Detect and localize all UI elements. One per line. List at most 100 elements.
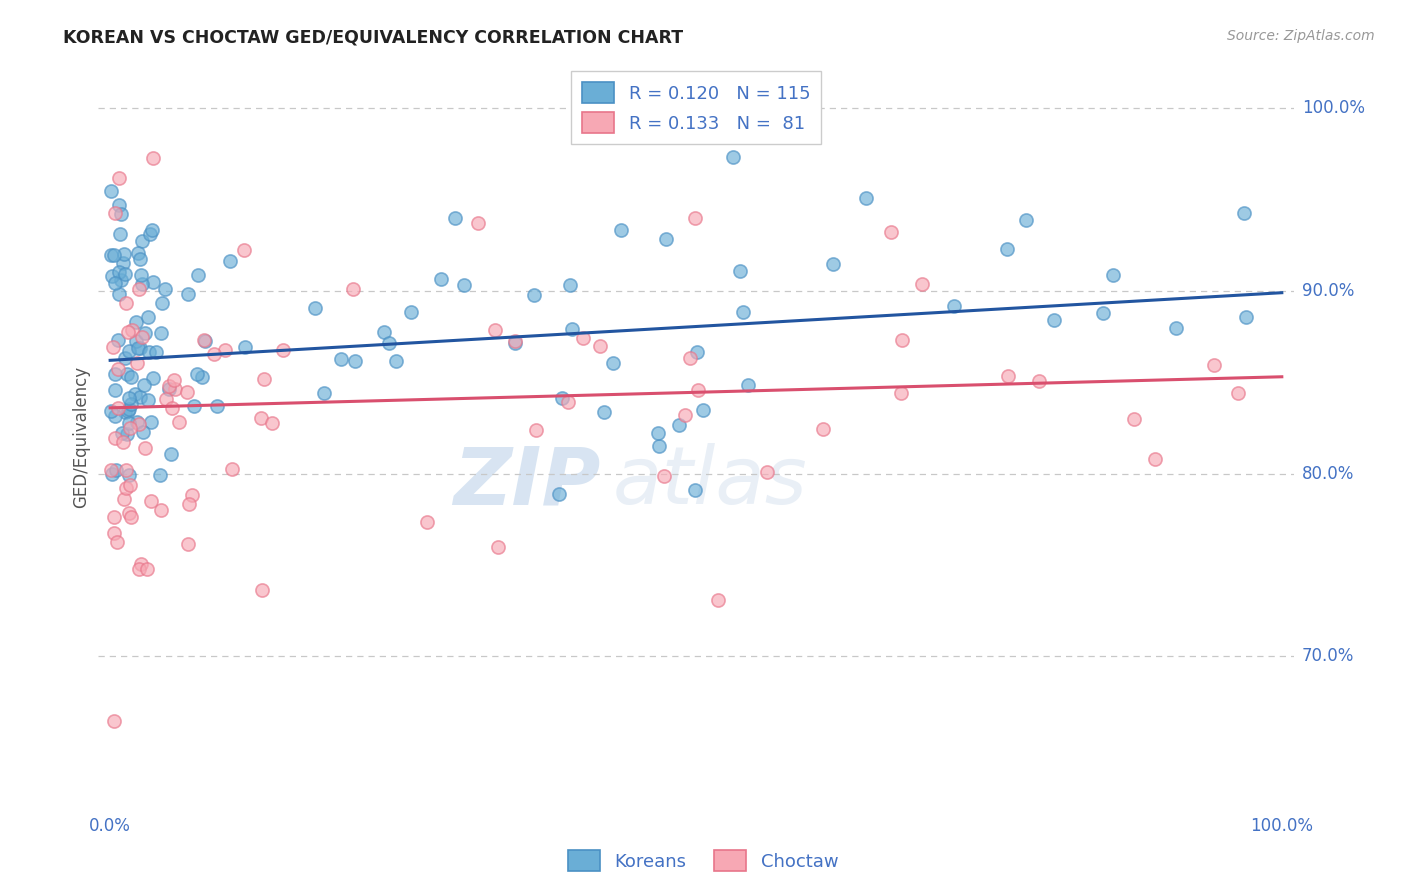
Point (125, 415, 148, 429)
Point (342, 281, 364, 295)
Point (107, 197, 129, 211)
Point (129, 342, 152, 356)
Point (103, 526, 125, 541)
Point (117, 404, 139, 418)
Point (1123, 412, 1146, 426)
Point (385, 353, 408, 368)
Y-axis label: GED/Equivalency: GED/Equivalency (72, 366, 90, 508)
Point (138, 345, 160, 359)
Point (548, 487, 571, 501)
Point (733, 305, 755, 319)
Point (1202, 358, 1225, 372)
Point (120, 421, 142, 435)
Point (115, 427, 138, 442)
Point (177, 497, 200, 511)
Point (1164, 321, 1187, 335)
Point (685, 211, 707, 226)
Point (107, 401, 129, 415)
Point (142, 275, 165, 289)
Point (610, 223, 633, 237)
Point (139, 415, 162, 429)
Point (104, 383, 127, 397)
Point (128, 252, 150, 267)
Point (110, 273, 132, 287)
Point (129, 558, 152, 572)
Point (124, 387, 146, 401)
Point (1234, 310, 1257, 325)
Point (593, 405, 616, 419)
Point (136, 393, 159, 408)
Point (855, 191, 877, 205)
Text: 70.0%: 70.0% (1302, 648, 1354, 665)
Point (1102, 268, 1125, 282)
Point (111, 425, 134, 440)
Point (602, 356, 624, 370)
Point (128, 562, 150, 576)
Point (177, 537, 200, 551)
Point (648, 439, 671, 453)
Point (117, 468, 139, 483)
Point (112, 434, 135, 449)
Point (416, 515, 439, 529)
Point (503, 336, 526, 351)
Point (104, 431, 127, 445)
Text: 90.0%: 90.0% (1302, 282, 1354, 300)
Point (103, 510, 125, 524)
Point (129, 390, 152, 404)
Point (103, 248, 125, 262)
Point (523, 288, 546, 302)
Point (121, 323, 143, 337)
Point (160, 401, 183, 416)
Point (128, 281, 150, 295)
Point (127, 246, 149, 260)
Point (160, 447, 183, 461)
Point (675, 409, 697, 423)
Point (683, 483, 706, 498)
Point (453, 278, 475, 293)
Point (652, 469, 675, 483)
Point (108, 286, 131, 301)
Point (100, 247, 122, 261)
Point (1144, 451, 1167, 466)
Point (100, 463, 122, 477)
Text: ZIP: ZIP (453, 443, 600, 521)
Point (120, 509, 142, 524)
Point (997, 242, 1019, 256)
Point (202, 347, 225, 361)
Point (100, 404, 122, 418)
Point (401, 304, 423, 318)
Point (125, 356, 148, 370)
Point (142, 151, 165, 165)
Point (186, 368, 208, 382)
Point (524, 423, 547, 437)
Point (205, 399, 228, 413)
Point (467, 216, 489, 230)
Point (103, 714, 125, 728)
Point (115, 367, 138, 381)
Point (688, 383, 710, 397)
Point (104, 409, 127, 423)
Point (139, 493, 162, 508)
Point (1227, 385, 1250, 400)
Point (112, 492, 135, 507)
Point (177, 287, 200, 301)
Point (150, 503, 173, 517)
Point (823, 257, 845, 271)
Point (232, 243, 254, 257)
Point (707, 593, 730, 607)
Point (755, 466, 778, 480)
Point (131, 234, 153, 248)
Point (183, 399, 205, 413)
Point (271, 343, 294, 358)
Point (890, 386, 912, 401)
Point (997, 368, 1019, 383)
Point (131, 277, 153, 291)
Point (193, 334, 215, 348)
Point (686, 345, 709, 359)
Point (131, 425, 153, 439)
Point (112, 247, 135, 261)
Point (157, 379, 180, 393)
Point (128, 417, 150, 431)
Point (125, 334, 148, 348)
Text: KOREAN VS CHOCTAW GED/EQUIVALENCY CORRELATION CHART: KOREAN VS CHOCTAW GED/EQUIVALENCY CORREL… (63, 29, 683, 46)
